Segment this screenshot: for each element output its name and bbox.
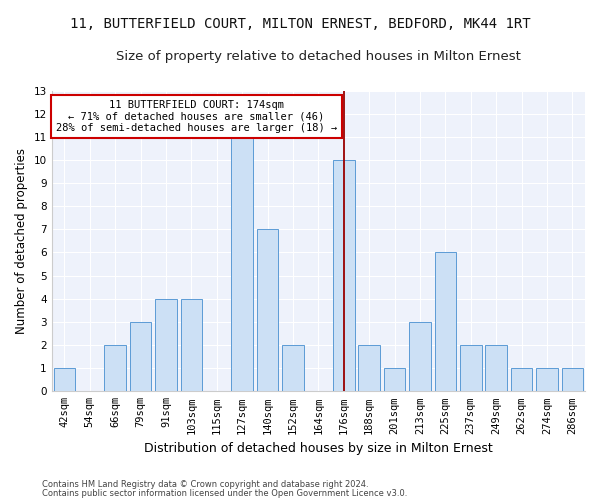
Bar (511, 368, 532, 392)
Bar (358, 345, 380, 392)
Bar (460, 345, 482, 392)
Y-axis label: Number of detached properties: Number of detached properties (15, 148, 28, 334)
Text: 11 BUTTERFIELD COURT: 174sqm
← 71% of detached houses are smaller (46)
28% of se: 11 BUTTERFIELD COURT: 174sqm ← 71% of de… (56, 100, 337, 133)
Bar (562, 368, 583, 392)
Bar (384, 368, 406, 392)
Bar (333, 160, 355, 392)
X-axis label: Distribution of detached houses by size in Milton Ernest: Distribution of detached houses by size … (144, 442, 493, 455)
Text: 11, BUTTERFIELD COURT, MILTON ERNEST, BEDFORD, MK44 1RT: 11, BUTTERFIELD COURT, MILTON ERNEST, BE… (70, 18, 530, 32)
Text: Contains public sector information licensed under the Open Government Licence v3: Contains public sector information licen… (42, 488, 407, 498)
Bar (434, 252, 456, 392)
Text: Contains HM Land Registry data © Crown copyright and database right 2024.: Contains HM Land Registry data © Crown c… (42, 480, 368, 489)
Bar (232, 137, 253, 392)
Bar (130, 322, 151, 392)
Bar (536, 368, 557, 392)
Bar (53, 368, 75, 392)
Bar (181, 299, 202, 392)
Bar (104, 345, 126, 392)
Bar (485, 345, 507, 392)
Title: Size of property relative to detached houses in Milton Ernest: Size of property relative to detached ho… (116, 50, 521, 63)
Bar (282, 345, 304, 392)
Bar (409, 322, 431, 392)
Bar (155, 299, 177, 392)
Bar (257, 230, 278, 392)
